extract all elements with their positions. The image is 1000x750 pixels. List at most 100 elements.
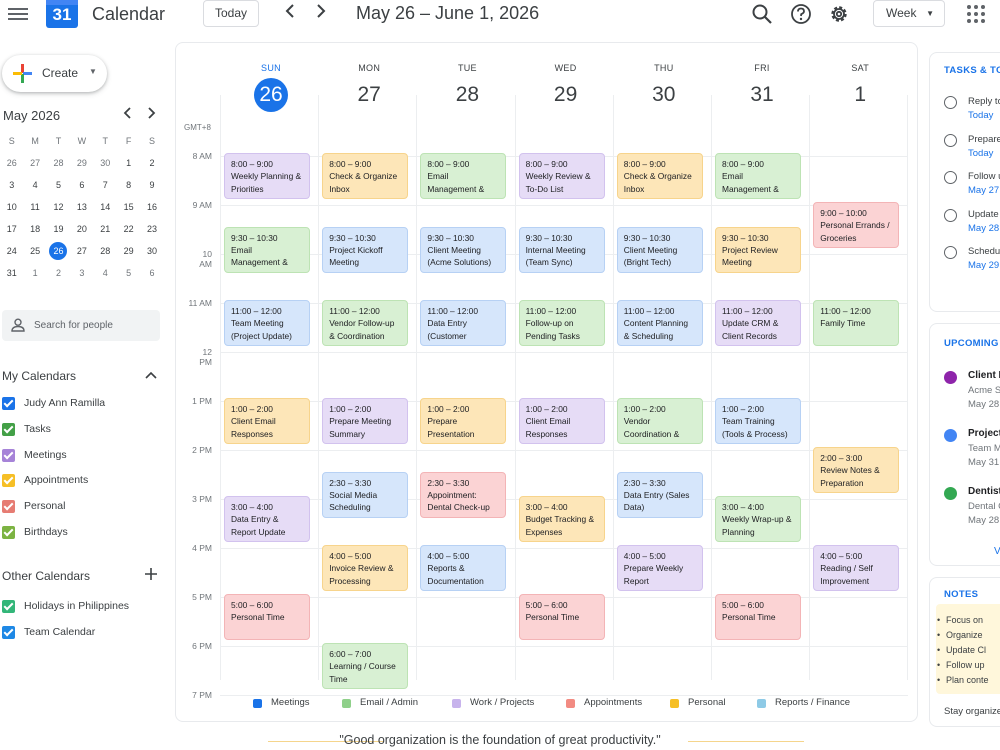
mini-day[interactable]: 6: [140, 264, 163, 286]
calendar-checkbox[interactable]: [2, 448, 15, 462]
event-block[interactable]: 2:30 – 3:30 Data Entry (Sales Data): [616, 471, 703, 518]
view-selector[interactable]: Week ▼: [873, 0, 945, 27]
mini-day[interactable]: 25: [23, 242, 46, 264]
event-block[interactable]: 9:30 – 10:30 Client Meeting (Acme Solutio…: [420, 226, 507, 273]
mini-day[interactable]: 18: [23, 220, 46, 242]
event-block[interactable]: 1:00 – 2:00 Prepare Meeting Summary: [322, 398, 409, 444]
mini-day[interactable]: 6: [70, 176, 93, 198]
calendar-checkbox[interactable]: [2, 397, 15, 410]
menu-icon[interactable]: [8, 5, 28, 23]
mini-day[interactable]: 5: [117, 264, 140, 286]
settings-icon[interactable]: [828, 3, 850, 25]
mini-day[interactable]: 29: [117, 242, 140, 264]
mini-day[interactable]: 5: [47, 176, 70, 198]
add-calendar-icon[interactable]: [143, 567, 159, 583]
calendar-checkbox[interactable]: [2, 625, 15, 639]
calendar-checkbox[interactable]: [2, 422, 15, 436]
people-search[interactable]: [2, 310, 160, 341]
create-button[interactable]: Create ▼: [2, 55, 107, 92]
mini-prev-month-icon[interactable]: [121, 106, 135, 123]
calendar-item[interactable]: Birthdays: [0, 523, 160, 543]
event-block[interactable]: 4:00 – 5:00 Reports & Documentation: [420, 545, 507, 591]
mini-day[interactable]: 11: [23, 198, 46, 220]
mini-day[interactable]: 7: [94, 176, 117, 198]
event-block[interactable]: 9:30 – 10:30 Client Meeting (Bright Tech): [616, 226, 703, 273]
day-header-sat[interactable]: SAT 1: [811, 63, 909, 112]
event-block[interactable]: 4:00 – 5:00 Prepare Weekly Report: [616, 545, 703, 591]
event-block[interactable]: 5:00 – 6:00 Personal Time: [224, 594, 310, 640]
event-block[interactable]: 1:00 – 2:00 Client Email Responses: [224, 398, 310, 444]
task-checkbox[interactable]: [944, 246, 957, 259]
event-block[interactable]: 2:00 – 3:00 Review Notes & Preparation: [813, 447, 900, 493]
help-icon[interactable]: [790, 3, 812, 25]
search-icon[interactable]: [751, 3, 773, 25]
calendar-item[interactable]: Judy Ann Ramilla: [0, 394, 160, 414]
calendar-item[interactable]: Personal: [0, 497, 160, 517]
mini-day[interactable]: 3: [0, 176, 23, 198]
mini-day[interactable]: 23: [140, 220, 163, 242]
event-block[interactable]: 4:00 – 5:00 Reading / Self Improvement: [813, 545, 900, 591]
calendar-checkbox[interactable]: [2, 500, 15, 514]
event-block[interactable]: 11:00 – 12:00 Follow-up on Pending Tasks: [518, 300, 605, 346]
event-block[interactable]: 1:00 – 2:00 Team Training (Tools & Proces…: [715, 398, 801, 444]
event-block[interactable]: 1:00 – 2:00 Vendor Coordination & Follow-…: [616, 398, 703, 444]
mini-day[interactable]: 8: [117, 176, 140, 198]
calendar-checkbox[interactable]: [2, 474, 15, 488]
day-header-wed[interactable]: WED 29: [517, 63, 615, 112]
chevron-up-icon[interactable]: [143, 367, 159, 383]
event-block[interactable]: 8:00 – 9:00 Email Management & Follow-ups: [715, 153, 801, 199]
mini-day[interactable]: 22: [117, 220, 140, 242]
mini-day[interactable]: 17: [0, 220, 23, 242]
calendar-checkbox[interactable]: [2, 600, 15, 613]
today-button[interactable]: Today: [203, 0, 259, 27]
event-block[interactable]: 2:30 – 3:30 Social Media Scheduling: [322, 471, 409, 518]
mini-day[interactable]: 4: [94, 264, 117, 286]
upcoming-item[interactable]: Dentist Dental C May 28: [944, 484, 1000, 538]
event-block[interactable]: 11:00 – 12:00 Data Entry (Customer Databa…: [420, 300, 507, 346]
event-block[interactable]: 8:00 – 9:00 Check & Organize Inbox: [322, 153, 409, 199]
chevron-right-icon[interactable]: [310, 2, 330, 24]
task-checkbox[interactable]: [944, 96, 957, 109]
mini-day[interactable]: 19: [47, 220, 70, 242]
mini-day[interactable]: 21: [94, 220, 117, 242]
chevron-left-icon[interactable]: [281, 2, 301, 24]
event-block[interactable]: 3:00 – 4:00 Weekly Wrap-up & Planning: [715, 496, 801, 542]
mini-day[interactable]: 30: [140, 242, 163, 264]
mini-day[interactable]: 24: [0, 242, 23, 264]
event-block[interactable]: 8:00 – 9:00 Weekly Review & To-Do List: [518, 153, 605, 199]
event-block[interactable]: 4:00 – 5:00 Invoice Review & Processing: [322, 545, 409, 591]
event-block[interactable]: 9:30 – 10:30 Internal Meeting (Team Sync): [518, 226, 605, 273]
task-checkbox[interactable]: [944, 171, 957, 184]
upcoming-item[interactable]: Project Team M May 31,: [944, 426, 1000, 480]
mini-day[interactable]: 27: [23, 154, 46, 176]
search-people-input[interactable]: [34, 316, 154, 334]
event-block[interactable]: 11:00 – 12:00 Family Time: [813, 300, 900, 346]
event-block[interactable]: 2:30 – 3:30 Appointment: Dental Check-up: [420, 471, 507, 518]
event-block[interactable]: 11:00 – 12:00 Team Meeting (Project Updat…: [224, 300, 310, 346]
calendar-item[interactable]: Meetings: [0, 446, 160, 466]
event-block[interactable]: 1:00 – 2:00 Client Email Responses: [518, 398, 605, 444]
event-block[interactable]: 3:00 – 4:00 Budget Tracking & Expenses: [518, 496, 605, 542]
event-block[interactable]: 9:00 – 10:00 Personal Errands / Groceries: [813, 202, 900, 248]
event-block[interactable]: 8:00 – 9:00 Check & Organize Inbox: [616, 153, 703, 199]
mini-day[interactable]: 12: [47, 198, 70, 220]
event-block[interactable]: 5:00 – 6:00 Personal Time: [518, 594, 605, 640]
mini-day[interactable]: 3: [70, 264, 93, 286]
mini-day[interactable]: 1: [117, 154, 140, 176]
day-header-sun[interactable]: SUN 26: [222, 63, 320, 112]
task-checkbox[interactable]: [944, 133, 957, 147]
mini-day[interactable]: 2: [140, 154, 163, 176]
event-block[interactable]: 6:00 – 7:00 Learning / Course Time: [322, 643, 409, 689]
event-block[interactable]: 1:00 – 2:00 Prepare Presentation Material…: [420, 398, 507, 444]
mini-day[interactable]: 9: [140, 176, 163, 198]
task-checkbox[interactable]: [944, 208, 957, 222]
calendar-item[interactable]: Team Calendar: [0, 623, 160, 643]
mini-day[interactable]: 26: [0, 154, 23, 176]
mini-day-selected[interactable]: 26: [47, 242, 70, 264]
calendar-item[interactable]: Holidays in Philippines: [0, 597, 160, 617]
mini-day[interactable]: 2: [47, 264, 70, 286]
apps-icon[interactable]: [967, 5, 985, 23]
mini-day[interactable]: 28: [47, 154, 70, 176]
event-block[interactable]: 8:00 – 9:00 Email Management & Follow-ups: [420, 153, 507, 199]
mini-day[interactable]: 29: [70, 154, 93, 176]
